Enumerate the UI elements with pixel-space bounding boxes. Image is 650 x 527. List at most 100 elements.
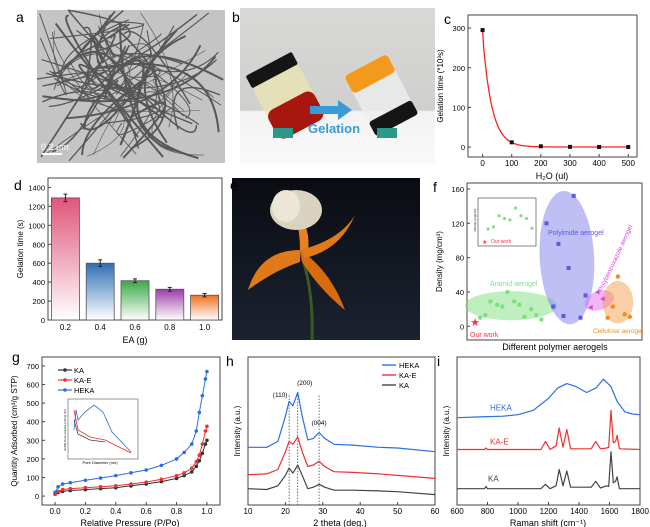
fit-curve — [481, 29, 629, 148]
vial-gel — [345, 55, 418, 136]
data-point — [566, 265, 571, 270]
inset-legend: Our work — [491, 239, 512, 245]
series-label: KA-E — [490, 437, 509, 446]
data-point — [512, 299, 517, 304]
x-tick-label: 1.0 — [201, 507, 213, 516]
data-point — [615, 274, 621, 279]
x-tick-label: 0 — [480, 159, 485, 168]
x-axis-label: EA (g) — [122, 335, 147, 345]
x-tick-label: 30 — [318, 507, 327, 516]
y-tick-label: 300 — [26, 436, 39, 445]
y-tick-label: 700 — [26, 362, 39, 371]
inset-star: ★ — [482, 239, 487, 246]
fiber — [144, 35, 187, 144]
data-point — [144, 468, 148, 472]
data-point — [194, 429, 199, 433]
plot-frame — [247, 356, 436, 506]
data-point — [83, 485, 88, 490]
x-tick-label: 0.2 — [60, 323, 72, 332]
data-point — [500, 304, 505, 309]
x-tick-label: 1400 — [570, 507, 588, 516]
data-point — [174, 457, 179, 461]
data-point — [197, 453, 202, 457]
data-point — [567, 144, 572, 149]
plot-frame — [466, 182, 643, 341]
data-point — [505, 289, 510, 295]
data-point — [571, 193, 576, 198]
data-point — [529, 306, 534, 312]
data-point — [534, 312, 539, 318]
y-axis-label: Intensity (a.u.) — [233, 405, 242, 456]
x-tick-label: 400 — [592, 159, 606, 168]
x-axis-label: Raman shift (cm⁻¹) — [510, 518, 586, 527]
clip-left — [273, 128, 293, 138]
legend-label: KA-E — [399, 371, 417, 380]
y-tick-label: 600 — [26, 381, 39, 390]
panel-letter-b: b — [232, 9, 240, 25]
data-point — [98, 476, 103, 480]
x-tick-label: 0.6 — [129, 323, 141, 332]
inset-curve — [73, 409, 132, 454]
x-tick-label: 0.4 — [95, 323, 107, 332]
data-point — [205, 438, 209, 443]
group-ellipse — [539, 190, 595, 325]
y-tick-label: 200 — [452, 64, 465, 73]
data-point — [556, 241, 561, 246]
data-point — [595, 289, 600, 295]
panel-letter-a: a — [16, 9, 24, 25]
inset-y-label: dV/dD Pore Volume (cm³/g·nm) — [63, 409, 67, 451]
fiber — [151, 72, 204, 156]
y-tick-label: 1000 — [28, 221, 45, 230]
x-tick-label: 0.8 — [164, 323, 176, 332]
error-bar — [63, 193, 68, 203]
fiber — [74, 33, 162, 92]
group-label: Our work — [470, 332, 499, 339]
y-tick-label: 1400 — [28, 183, 45, 192]
group-label: Aramid aerogel — [490, 281, 538, 288]
inset-x-label: Pore Diameter (nm) — [82, 460, 118, 465]
data-point — [205, 424, 209, 429]
data-point — [480, 28, 485, 33]
panel-letter-g: g — [12, 349, 20, 365]
fiber — [118, 23, 179, 153]
x-tick-label: 40 — [356, 507, 365, 516]
inset-point — [524, 216, 529, 221]
data-point — [605, 315, 610, 320]
data-point — [174, 473, 179, 478]
fiber — [80, 9, 130, 53]
data-point — [68, 480, 73, 485]
fiber — [56, 71, 177, 113]
star-marker: ★ — [470, 317, 480, 329]
fiber — [36, 69, 108, 87]
y-tick-label: 100 — [452, 103, 465, 112]
bar — [190, 294, 220, 321]
data-point — [203, 377, 208, 381]
data-point — [189, 466, 194, 470]
data-point — [544, 221, 549, 226]
data-point — [159, 463, 164, 468]
data-point — [627, 314, 632, 320]
inset-point — [508, 218, 512, 222]
y-tick-label: 120 — [451, 219, 464, 228]
data-point — [129, 471, 133, 475]
error-bar — [167, 286, 172, 292]
data-point — [600, 296, 605, 302]
legend-label: KA-E — [74, 376, 92, 385]
inset-curve — [73, 404, 132, 453]
data-point — [478, 315, 483, 320]
fiber — [173, 86, 221, 130]
series-label: HEKA — [490, 403, 512, 412]
y-tick-label: 500 — [26, 399, 39, 408]
y-tick-label: 300 — [452, 24, 465, 33]
inset-frame — [477, 197, 537, 247]
data-point — [495, 302, 500, 308]
data-point — [517, 302, 522, 308]
data-point — [610, 304, 615, 309]
y-tick-label: 800 — [32, 240, 45, 249]
y-axis-label: Intensity (a.u.) — [442, 405, 451, 456]
legend-marker — [63, 368, 67, 372]
plot-frame — [467, 14, 638, 158]
fiber — [93, 62, 220, 133]
panel-letter-e: e — [230, 177, 238, 193]
